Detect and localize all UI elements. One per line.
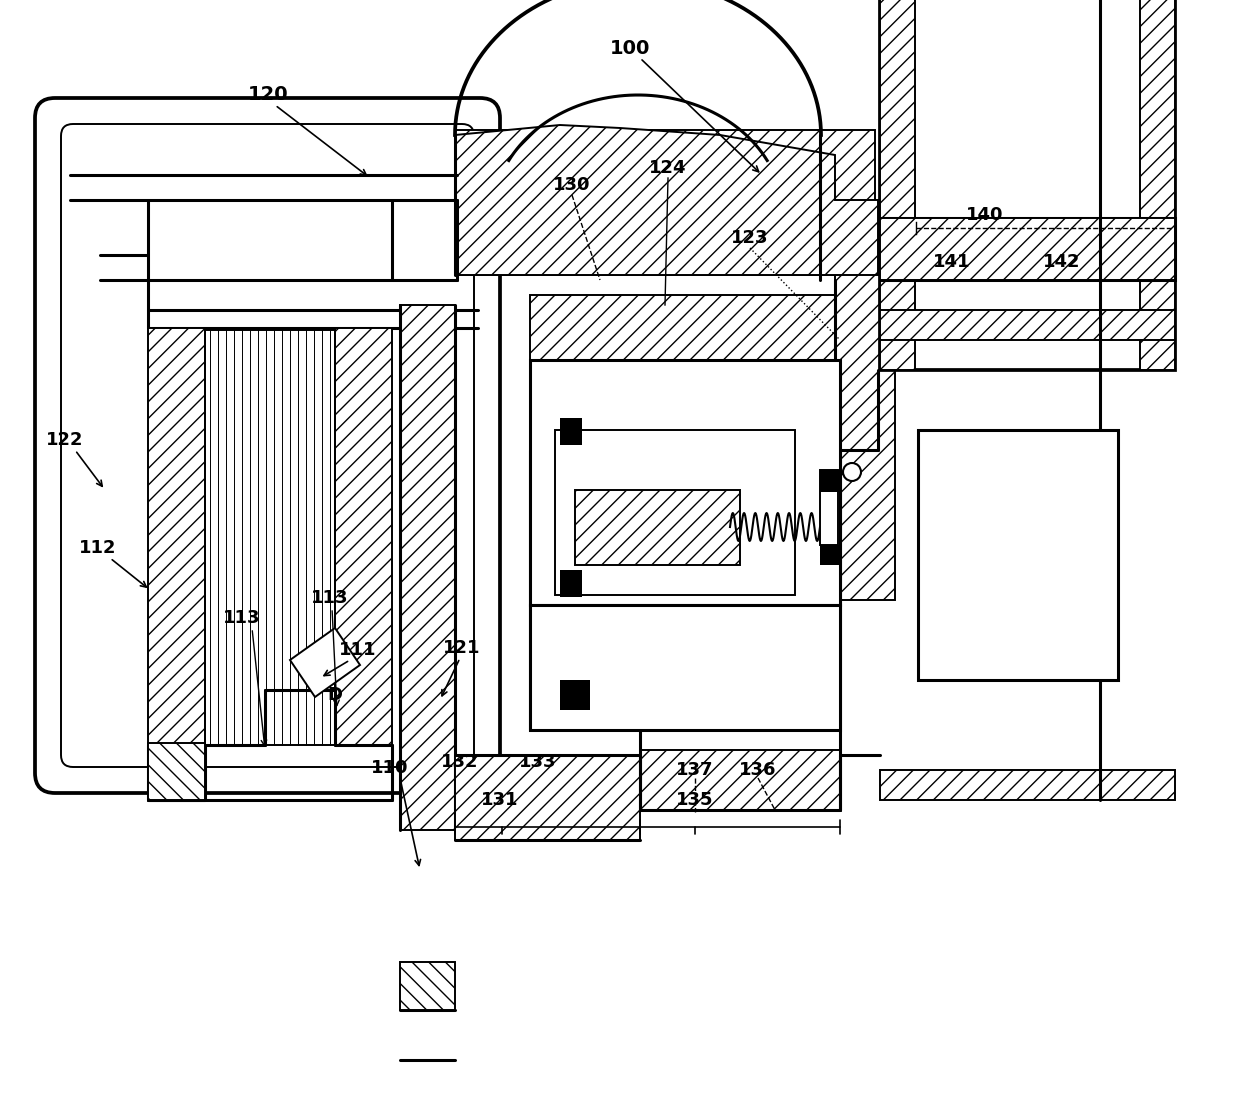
- Text: 112: 112: [79, 539, 117, 557]
- FancyBboxPatch shape: [35, 98, 500, 793]
- Polygon shape: [560, 680, 590, 709]
- Bar: [455, 130, 875, 275]
- Circle shape: [843, 463, 861, 481]
- Bar: [205, 330, 335, 745]
- Text: D: D: [327, 686, 342, 704]
- Bar: [401, 962, 455, 1010]
- Bar: [575, 490, 740, 565]
- Bar: [835, 220, 895, 600]
- Polygon shape: [560, 570, 582, 598]
- Text: 113: 113: [311, 589, 348, 606]
- Text: 135: 135: [676, 791, 714, 809]
- Bar: [880, 0, 915, 370]
- Text: 137: 137: [676, 761, 714, 779]
- Text: 124: 124: [650, 159, 687, 177]
- Bar: [880, 0, 1176, 370]
- Bar: [148, 328, 205, 745]
- Text: 100: 100: [610, 38, 650, 57]
- Text: 122: 122: [46, 431, 84, 449]
- Bar: [401, 305, 455, 830]
- Polygon shape: [455, 125, 878, 275]
- Bar: [880, 218, 1176, 280]
- Polygon shape: [820, 545, 839, 565]
- Text: 136: 136: [739, 761, 776, 779]
- Bar: [529, 295, 835, 450]
- Text: 121: 121: [443, 639, 481, 657]
- Bar: [1140, 0, 1176, 370]
- Text: 113: 113: [223, 609, 260, 627]
- Polygon shape: [560, 419, 582, 445]
- Bar: [820, 470, 838, 545]
- Text: 132: 132: [441, 753, 479, 771]
- Bar: [880, 310, 1176, 340]
- Text: 120: 120: [248, 85, 289, 104]
- Text: 141: 141: [934, 253, 971, 271]
- Bar: [640, 750, 839, 810]
- Bar: [556, 430, 795, 595]
- Text: 140: 140: [966, 206, 1003, 224]
- Bar: [148, 743, 205, 800]
- Bar: [529, 605, 839, 730]
- Bar: [529, 605, 839, 730]
- Bar: [455, 755, 640, 840]
- Bar: [880, 218, 1176, 280]
- Bar: [918, 430, 1118, 680]
- Text: 123: 123: [732, 229, 769, 247]
- Text: 133: 133: [520, 753, 557, 771]
- Bar: [880, 770, 1176, 800]
- Bar: [529, 360, 839, 605]
- Polygon shape: [820, 470, 839, 492]
- Bar: [335, 328, 392, 745]
- Text: 110: 110: [371, 759, 409, 777]
- Text: 131: 131: [481, 791, 518, 809]
- Text: 130: 130: [553, 176, 590, 194]
- Text: 111: 111: [340, 641, 377, 659]
- Text: 142: 142: [1043, 253, 1081, 271]
- Polygon shape: [290, 628, 360, 697]
- FancyBboxPatch shape: [61, 124, 474, 767]
